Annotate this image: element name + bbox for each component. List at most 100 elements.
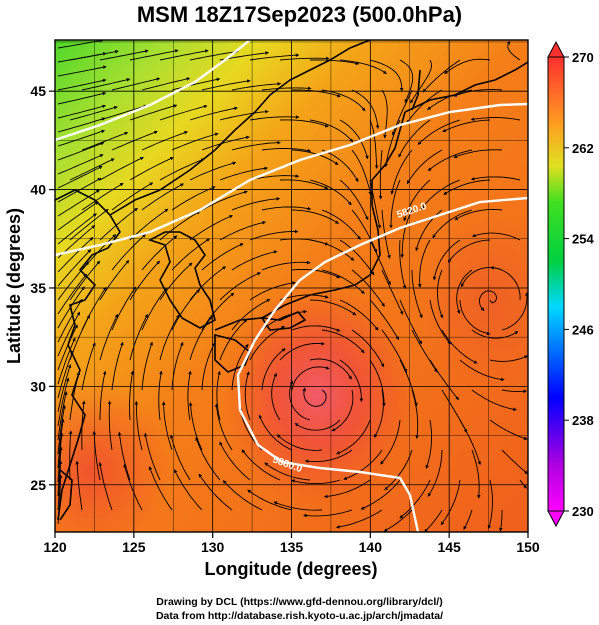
streamline: [129, 208, 169, 241]
streamline: [189, 161, 237, 181]
streamline: [57, 117, 106, 133]
streamline: [390, 149, 413, 195]
streamline: [336, 419, 371, 455]
streamline: [310, 59, 360, 66]
streamline: [323, 479, 371, 499]
streamline: [399, 359, 418, 407]
streamline: [411, 389, 419, 439]
streamline: [309, 299, 357, 316]
streamline: [129, 104, 178, 121]
streamline: [261, 86, 312, 91]
streamline: [161, 401, 173, 451]
streamline: [69, 105, 118, 121]
streamline: [339, 299, 379, 331]
streamline: [459, 359, 505, 382]
streamlines: [57, 40, 528, 532]
streamline: [351, 209, 378, 253]
streamline: [231, 82, 282, 91]
streamline: [351, 329, 385, 368]
streamline: [159, 211, 201, 241]
streamline: [456, 269, 473, 314]
streamline: [471, 232, 521, 241]
streamline: [321, 149, 359, 183]
streamline: [111, 182, 154, 211]
streamline: [499, 510, 503, 532]
streamline: [447, 239, 491, 263]
streamline: [427, 89, 473, 110]
colorbar-tick-label: 238: [572, 413, 594, 428]
streamline: [351, 89, 380, 129]
x-axis-label: Longitude (degrees): [204, 559, 377, 579]
streamline: [81, 342, 96, 391]
streamline: [321, 209, 361, 240]
streamline: [81, 131, 129, 151]
streamline: [400, 209, 413, 259]
streamline: [291, 325, 341, 332]
streamline: [99, 156, 144, 181]
warm-southwest-shading: [55, 380, 170, 532]
streamline: [411, 269, 423, 319]
streamline: [381, 329, 408, 373]
streamline: [173, 469, 203, 511]
streamline: [410, 59, 432, 104]
streamline: [463, 509, 473, 530]
streamline: [261, 148, 312, 153]
streamline: [111, 77, 161, 91]
streamline: [369, 299, 400, 341]
streamline: [129, 156, 174, 181]
streamline: [171, 132, 219, 151]
streamline: [69, 260, 101, 301]
streamline: [57, 104, 106, 119]
height-contours: [55, 40, 528, 532]
streamline: [129, 370, 135, 421]
streamline: [57, 154, 104, 175]
streamline: [383, 509, 413, 532]
streamline: [198, 473, 233, 511]
streamline: [219, 109, 269, 121]
streamline: [291, 479, 341, 485]
streamline: [117, 431, 131, 481]
streamline: [141, 183, 184, 211]
streamline: [189, 106, 238, 121]
colorbar-scale: [547, 56, 565, 512]
streamline: [490, 265, 521, 301]
y-axis: 25 30 35 40 45: [30, 83, 55, 493]
streamline: [141, 77, 191, 91]
streamline: [487, 479, 493, 529]
streamline: [304, 449, 353, 464]
streamline: [141, 235, 178, 271]
streamline: [291, 209, 340, 224]
streamline: [57, 78, 107, 91]
streamline: [291, 366, 330, 391]
x-tick-label: 135: [280, 539, 304, 555]
streamline: [99, 207, 138, 241]
streamline: [98, 462, 113, 511]
streamline: [309, 358, 352, 380]
x-tick-label: 150: [516, 539, 540, 555]
streamline: [99, 370, 107, 420]
streamline: [111, 286, 136, 331]
streamline: [129, 313, 148, 361]
streamline: [57, 324, 78, 371]
streamline: [69, 49, 119, 61]
streamline: [399, 59, 414, 103]
credit-drawing: Drawing by DCL (https://www.gfd-dennou.o…: [156, 596, 443, 608]
streamline: [247, 489, 293, 511]
streamline: [471, 329, 519, 339]
streamline: [141, 341, 153, 391]
x-tick-label: 145: [437, 539, 461, 555]
streamline: [57, 364, 72, 413]
streamline: [443, 179, 491, 195]
warm-east-shading: [420, 210, 528, 390]
streamline: [99, 49, 149, 61]
streamline: [339, 359, 364, 403]
streamline: [309, 119, 354, 143]
streamline: [425, 419, 432, 469]
streamline: [424, 509, 443, 532]
streamline: [123, 463, 143, 511]
streamline: [141, 287, 168, 331]
streamline: [231, 250, 278, 271]
colorbar: 230 238 246 254 262 270: [547, 40, 594, 528]
streamline: [336, 509, 383, 529]
